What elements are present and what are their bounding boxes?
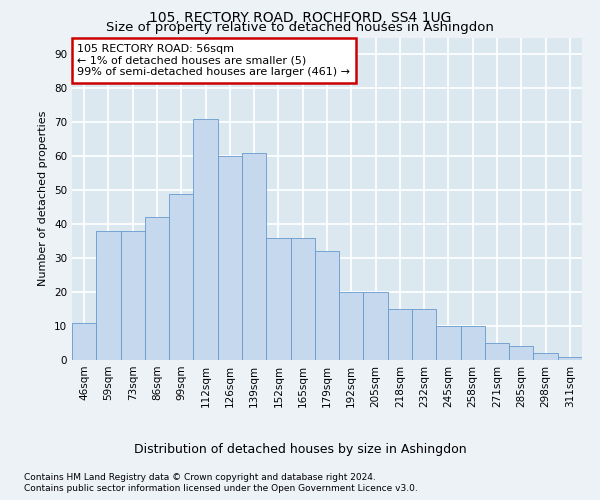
Bar [412, 309, 436, 360]
Text: 105, RECTORY ROAD, ROCHFORD, SS4 1UG: 105, RECTORY ROAD, ROCHFORD, SS4 1UG [149, 11, 451, 25]
Text: 105 RECTORY ROAD: 56sqm
← 1% of detached houses are smaller (5)
99% of semi-deta: 105 RECTORY ROAD: 56sqm ← 1% of detached… [77, 44, 350, 77]
Bar [339, 292, 364, 360]
Bar [169, 194, 193, 360]
Bar [461, 326, 485, 360]
Bar [290, 238, 315, 360]
Y-axis label: Number of detached properties: Number of detached properties [38, 111, 49, 286]
Bar [266, 238, 290, 360]
Bar [364, 292, 388, 360]
Bar [96, 231, 121, 360]
Bar [242, 153, 266, 360]
Text: Size of property relative to detached houses in Ashingdon: Size of property relative to detached ho… [106, 22, 494, 35]
Bar [218, 156, 242, 360]
Bar [388, 309, 412, 360]
Bar [558, 356, 582, 360]
Bar [193, 119, 218, 360]
Bar [436, 326, 461, 360]
Bar [145, 218, 169, 360]
Bar [72, 322, 96, 360]
Text: Distribution of detached houses by size in Ashingdon: Distribution of detached houses by size … [134, 442, 466, 456]
Bar [509, 346, 533, 360]
Text: Contains HM Land Registry data © Crown copyright and database right 2024.: Contains HM Land Registry data © Crown c… [24, 472, 376, 482]
Bar [315, 252, 339, 360]
Text: Contains public sector information licensed under the Open Government Licence v3: Contains public sector information licen… [24, 484, 418, 493]
Bar [121, 231, 145, 360]
Bar [485, 343, 509, 360]
Bar [533, 353, 558, 360]
